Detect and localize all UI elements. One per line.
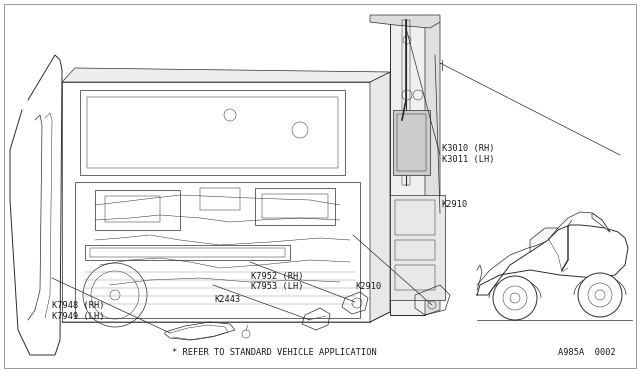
Text: K7953 (LH): K7953 (LH)	[251, 282, 303, 291]
Circle shape	[493, 276, 537, 320]
Polygon shape	[393, 110, 430, 175]
Polygon shape	[370, 72, 390, 322]
Text: K2910: K2910	[442, 200, 468, 209]
Text: A985A  0002: A985A 0002	[558, 348, 616, 357]
Text: K2910: K2910	[355, 282, 381, 291]
Polygon shape	[592, 213, 610, 232]
Polygon shape	[370, 15, 440, 28]
Text: * REFER TO STANDARD VEHICLE APPLICATION: * REFER TO STANDARD VEHICLE APPLICATION	[172, 348, 376, 357]
Text: K7948 (RH): K7948 (RH)	[52, 301, 105, 310]
Polygon shape	[530, 228, 558, 252]
Polygon shape	[425, 15, 440, 315]
Text: K7952 (RH): K7952 (RH)	[251, 272, 303, 280]
Polygon shape	[390, 15, 425, 315]
Polygon shape	[390, 195, 445, 300]
Text: K3010 (RH): K3010 (RH)	[442, 144, 494, 153]
Text: K2443: K2443	[214, 295, 241, 304]
Polygon shape	[62, 68, 390, 82]
Circle shape	[578, 273, 622, 317]
Text: K3011 (LH): K3011 (LH)	[442, 155, 494, 164]
Text: K7949 (LH): K7949 (LH)	[52, 312, 105, 321]
